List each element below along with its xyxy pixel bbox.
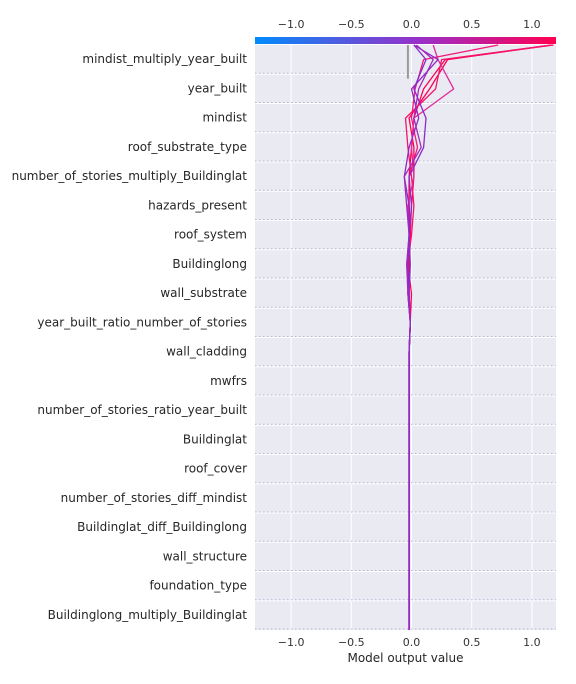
feature-label: number_of_stories_ratio_year_built	[37, 403, 247, 417]
feature-label: Buildinglong	[172, 257, 247, 271]
feature-label: mindist	[202, 111, 247, 125]
x-tick-label: 0.0	[403, 636, 421, 649]
feature-label: wall_structure	[163, 549, 247, 563]
feature-label: foundation_type	[149, 579, 247, 593]
feature-label: hazards_present	[148, 198, 247, 212]
x-tick-label-top: −1.0	[278, 18, 305, 31]
x-axis-label: Model output value	[347, 651, 463, 665]
feature-label: Buildinglat_diff_Buildinglong	[77, 520, 247, 534]
feature-label: number_of_stories_multiply_Buildinglat	[12, 169, 248, 183]
x-tick-label-top: 0.5	[463, 18, 481, 31]
feature-label: mwfrs	[210, 374, 247, 388]
feature-label: roof_cover	[184, 462, 247, 476]
feature-label: year_built	[188, 81, 248, 95]
feature-label: roof_system	[174, 228, 247, 242]
x-tick-label: −0.5	[338, 636, 365, 649]
x-tick-label-top: 1.0	[523, 18, 541, 31]
decision-line-7	[408, 44, 427, 630]
x-tick-label: 1.0	[523, 636, 541, 649]
feature-label: wall_cladding	[166, 345, 247, 359]
feature-label: mindist_multiply_year_built	[82, 52, 247, 66]
x-tick-label: 0.5	[463, 636, 481, 649]
x-tick-label-top: 0.0	[403, 18, 421, 31]
feature-label: wall_substrate	[160, 286, 247, 300]
colorbar	[255, 37, 556, 44]
feature-label: Buildinglong_multiply_Buildinglat	[48, 608, 248, 622]
feature-label: number_of_stories_diff_mindist	[61, 491, 248, 505]
feature-label: year_built_ratio_number_of_stories	[37, 315, 247, 329]
x-tick-label: −1.0	[278, 636, 305, 649]
feature-label: roof_substrate_type	[128, 140, 247, 154]
x-tick-label-top: −0.5	[338, 18, 365, 31]
feature-label: Buildinglat	[183, 432, 247, 446]
